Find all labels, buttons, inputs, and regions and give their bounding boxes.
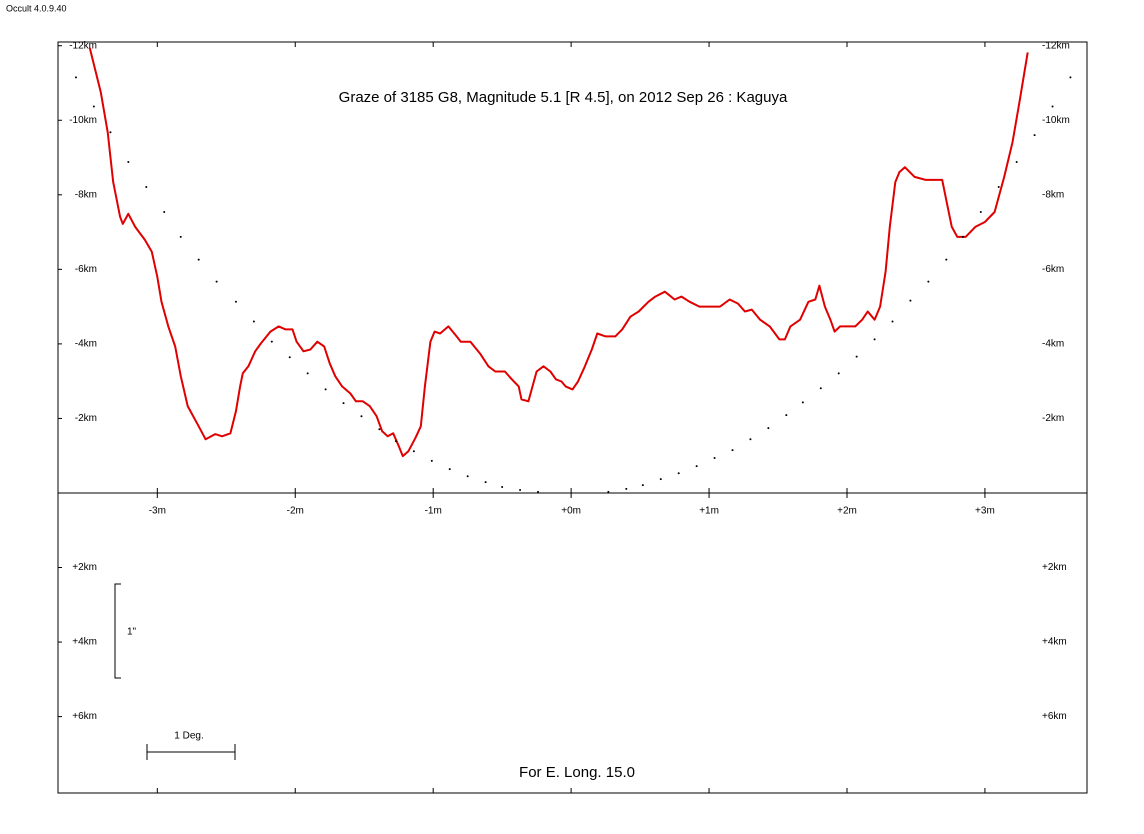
limit-dot bbox=[677, 472, 680, 475]
limit-dot bbox=[1069, 76, 1072, 79]
limit-dot bbox=[412, 450, 415, 453]
limit-dot bbox=[324, 388, 327, 391]
limit-dot bbox=[145, 185, 148, 188]
y-tick-label-right: -10km bbox=[1042, 115, 1070, 126]
limit-dot bbox=[74, 76, 77, 79]
limit-dot bbox=[801, 401, 804, 404]
limit-dot bbox=[484, 481, 487, 484]
chart-title: Graze of 3185 G8, Magnitude 5.1 [R 4.5],… bbox=[339, 89, 788, 106]
limit-dot bbox=[1033, 134, 1036, 137]
limit-dot bbox=[394, 440, 397, 443]
limit-dot bbox=[163, 210, 166, 213]
limit-dot bbox=[997, 185, 1000, 188]
limit-dot bbox=[215, 280, 218, 283]
x-tick-label: -2m bbox=[287, 506, 304, 517]
y-tick-label-right: -2km bbox=[1042, 413, 1064, 424]
limit-dot bbox=[179, 235, 182, 238]
limit-dot bbox=[448, 468, 451, 471]
limit-dot bbox=[288, 356, 291, 359]
limit-dot bbox=[855, 355, 858, 358]
limit-dot bbox=[961, 235, 964, 238]
limit-dot bbox=[695, 465, 698, 468]
limit-dot bbox=[731, 449, 734, 452]
y-tick-label-right: +6km bbox=[1042, 711, 1067, 722]
footer: For E. Long. 15.0 bbox=[519, 764, 635, 781]
limit-dot bbox=[342, 402, 345, 405]
scale-bar-horizontal bbox=[146, 744, 236, 760]
limit-dot bbox=[197, 258, 200, 261]
limit-dot bbox=[945, 258, 948, 261]
limit-dot bbox=[979, 210, 982, 213]
limit-dot bbox=[641, 484, 644, 487]
limit-dot bbox=[659, 478, 662, 481]
limit-dot bbox=[713, 456, 716, 459]
y-tick-label: -8km bbox=[75, 189, 97, 200]
y-tick-label-right: +2km bbox=[1042, 562, 1067, 573]
limit-dot bbox=[837, 372, 840, 375]
x-tick-label: +2m bbox=[837, 506, 857, 517]
y-tick-label: +4km bbox=[72, 637, 97, 648]
limit-dot bbox=[519, 488, 522, 491]
limit-dot bbox=[378, 428, 381, 431]
limit-dot bbox=[306, 372, 309, 375]
limit-dot bbox=[607, 490, 610, 493]
plot-frame bbox=[57, 41, 1088, 794]
limit-dot bbox=[466, 475, 469, 478]
y-tick-label: +6km bbox=[72, 711, 97, 722]
limit-dot bbox=[430, 459, 433, 462]
x-tick-label: +3m bbox=[975, 506, 995, 517]
limit-dot bbox=[785, 414, 788, 417]
y-tick-label: -10km bbox=[69, 115, 97, 126]
limit-dot bbox=[891, 320, 894, 323]
limit-dot bbox=[270, 340, 273, 343]
limit-dot bbox=[252, 320, 255, 323]
limit-dot bbox=[909, 299, 912, 302]
limit-dot bbox=[92, 105, 95, 108]
limit-dot bbox=[1015, 161, 1018, 164]
x-tick-label: -1m bbox=[425, 506, 442, 517]
app-label: Occult 4.0.9.40 bbox=[6, 3, 67, 13]
limit-dot bbox=[537, 490, 540, 493]
y-tick-label: -2km bbox=[75, 413, 97, 424]
y-tick-label: -6km bbox=[75, 264, 97, 275]
limit-dot bbox=[927, 280, 930, 283]
limit-dot bbox=[767, 427, 770, 430]
y-tick-label: -12km bbox=[69, 40, 97, 51]
limit-dot bbox=[873, 338, 876, 341]
limit-dot bbox=[360, 415, 363, 418]
x-tick-label: +0m bbox=[561, 506, 581, 517]
x-tick-label: -3m bbox=[149, 506, 166, 517]
y-tick-label-right: -4km bbox=[1042, 339, 1064, 350]
limit-dot bbox=[625, 487, 628, 490]
limit-dot bbox=[234, 300, 237, 303]
profile-line bbox=[88, 47, 1029, 458]
limit-dot bbox=[819, 387, 822, 390]
limit-dot bbox=[501, 486, 504, 489]
limit-dot bbox=[1051, 105, 1054, 108]
scale-bar-horizontal-label: 1 Deg. bbox=[174, 731, 203, 742]
scale-bar-vertical-label: 1" bbox=[127, 627, 137, 638]
y-tick-label-right: -8km bbox=[1042, 189, 1064, 200]
limit-dot bbox=[749, 438, 752, 441]
limit-dot bbox=[109, 131, 112, 134]
scale-bar-vertical bbox=[114, 583, 121, 679]
y-tick-label: -4km bbox=[75, 339, 97, 350]
limit-dot bbox=[127, 161, 130, 164]
y-tick-label-right: -12km bbox=[1042, 40, 1070, 51]
y-tick-label: +2km bbox=[72, 562, 97, 573]
y-tick-label-right: -6km bbox=[1042, 264, 1064, 275]
x-tick-label: +1m bbox=[699, 506, 719, 517]
y-tick-label-right: +4km bbox=[1042, 637, 1067, 648]
